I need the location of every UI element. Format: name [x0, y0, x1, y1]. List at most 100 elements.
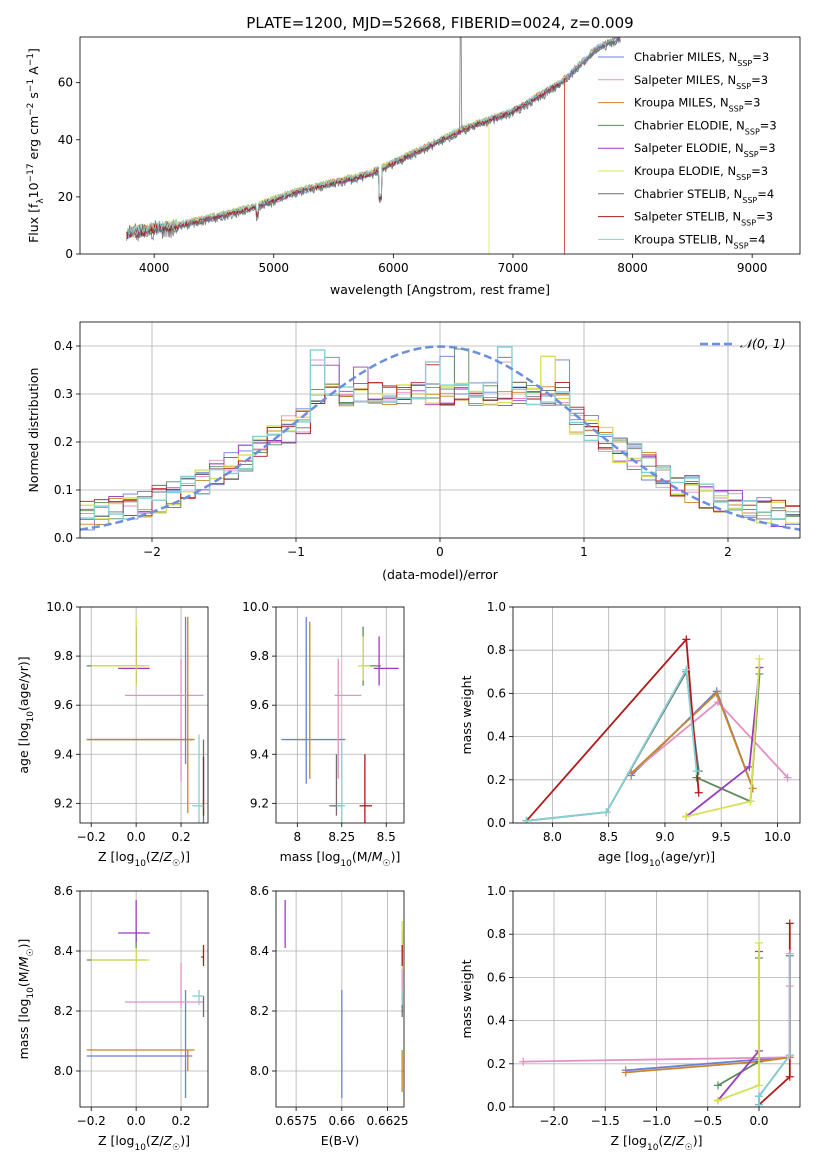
x-axis-label-part: log — [321, 849, 340, 864]
weight-marker — [785, 1051, 794, 1060]
legend-entry-name: Chabrier ELODIE, N — [634, 118, 745, 132]
x-tick-label: 2 — [724, 545, 732, 559]
y-axis-label-part: mass weight — [459, 959, 474, 1038]
x-tick-label: 8000 — [617, 261, 648, 275]
legend-entry-nssp: =3 — [751, 73, 768, 87]
y-tick-label: 8.0 — [250, 1064, 269, 1078]
age-vs-Z-errorbars — [86, 616, 205, 823]
y-tick-label: 1.0 — [487, 884, 506, 898]
errorbar-kroupa-stelib — [336, 742, 346, 823]
y-tick-label: 8.4 — [250, 944, 269, 958]
spectrum-line-salpeter-stelib — [126, 77, 565, 254]
x-axis-label-part: (Z/ — [658, 1133, 676, 1148]
weight-line — [630, 700, 789, 779]
legend-entry-name: Kroupa MILES, N — [634, 96, 729, 110]
legend-entry-sub: SSP — [736, 81, 751, 90]
weight-series-salpeter-stelib — [755, 919, 794, 1107]
x-tick-label: 0.2 — [172, 830, 191, 844]
y-tick-label: 0.2 — [54, 435, 73, 449]
legend-entry-sub: SSP — [736, 173, 751, 182]
y-axis-label-part: mass [ — [16, 1018, 31, 1060]
legend-entry-nssp: =3 — [759, 141, 776, 155]
y-axis-label-part: M — [16, 956, 31, 967]
weight-series-kroupa-stelib — [522, 665, 701, 823]
weight-marker — [755, 1100, 763, 1107]
legend-entry: Salpeter STELIB, NSSP=3 — [634, 210, 773, 228]
spectrum-y-axis-label-part: λ — [36, 198, 46, 204]
y-tick-label: 0.4 — [54, 339, 73, 353]
errorbar-salpeter-miles — [334, 658, 362, 779]
y-tick-label: 0.4 — [487, 730, 506, 744]
errorbar-chabrier-miles — [86, 990, 193, 1098]
y-tick-label: 8.4 — [54, 944, 73, 958]
x-axis-label-part: age [ — [598, 849, 630, 864]
x-axis-label-part: Z — [163, 1133, 173, 1148]
x-tick-label: 8.25 — [328, 830, 355, 844]
mass-vs-Z-frame — [79, 890, 209, 1108]
x-tick-label: 8 — [294, 830, 302, 844]
age-vs-Z-axis-labels: Z [log10(Z/Z☉)]age [log10(age/yr)] — [16, 656, 190, 869]
weight-marker — [785, 919, 794, 928]
weight-marker — [621, 1068, 630, 1077]
x-tick-label: 6000 — [378, 261, 409, 275]
normal-reference-curve — [80, 345, 800, 531]
x-axis-label-part: log — [115, 1133, 134, 1148]
spectrum-line-kroupa-stelib — [126, 37, 621, 236]
weight-vs-Z-y-axis-label: mass weight — [459, 959, 474, 1038]
weight-series-salpeter-miles — [627, 698, 792, 782]
spectrum-line-salpeter-miles — [126, 37, 619, 239]
x-axis-label-part: (Z/ — [146, 1133, 164, 1148]
weight-vs-age-axis-labels: age [log10(age/yr)] mass weight — [459, 675, 715, 869]
x-axis-label-part: ☉ — [383, 859, 391, 869]
errorbar-salpeter-elodie — [373, 636, 399, 686]
y-tick-label: 0.2 — [487, 1057, 506, 1071]
y-tick-label: 0.0 — [487, 816, 506, 830]
x-axis-label-part: Z [ — [610, 1133, 627, 1148]
legend-entry-sub: SSP — [741, 218, 756, 227]
x-tick-label: −1.5 — [591, 1114, 620, 1128]
errorbar-salpeter-stelib — [201, 756, 205, 816]
legend-entry-nssp: =3 — [744, 96, 761, 110]
weight-vs-Z-frame — [512, 890, 801, 1108]
x-axis-label-part: (age/yr)] — [660, 849, 715, 864]
y-tick-label: 8.6 — [54, 884, 73, 898]
spectrum-y-axis-label-part: −2 — [26, 103, 36, 116]
x-tick-label: 9000 — [737, 261, 768, 275]
legend-entry-name: Salpeter STELIB, N — [634, 210, 741, 224]
weight-vs-age-axes: 8.0 8.5 9.0 9.5 10.0 0.0 0.2 0.4 0.6 0.8 1.0 — [487, 600, 800, 844]
y-tick-label: 8.6 — [250, 884, 269, 898]
residuals-y-axis-label: Normed distribution — [26, 368, 41, 493]
x-tick-label: 0.0 — [127, 830, 146, 844]
weight-line — [526, 666, 698, 822]
x-axis-label-part: )] — [180, 1133, 190, 1148]
weight-series-chabrier-elodie — [714, 953, 763, 1090]
x-axis-label-part: )] — [693, 1133, 703, 1148]
legend-entry-sub: SSP — [745, 127, 760, 136]
x-tick-label: −2.0 — [539, 1114, 568, 1128]
weight-marker — [755, 938, 763, 947]
legend-entry-name: Salpeter ELODIE, N — [634, 141, 744, 155]
weight-line — [717, 951, 760, 1102]
errorbar-salpeter-stelib — [201, 945, 205, 966]
x-axis-label-part: 10 — [134, 1143, 146, 1153]
y-axis-label-part: 10 — [26, 711, 36, 723]
residuals-axes: −2 −1 0 1 2 0.0 0.1 0.2 0.3 0.4 — [54, 322, 800, 559]
weight-marker — [755, 654, 764, 663]
y-tick-label: 10.0 — [242, 600, 269, 614]
mass-vs-Z-axis-labels: Z [log10(Z/Z☉)]mass [log10(M/M☉)] — [16, 939, 190, 1153]
errorbar-kroupa-miles — [86, 616, 195, 814]
x-axis-label-part: 10 — [134, 859, 146, 869]
weight-series-salpeter-elodie — [714, 947, 763, 1105]
errorbar-chabrier-miles — [281, 616, 346, 784]
weight-marker — [714, 1081, 722, 1090]
normal-legend-label: 𝒩(0, 1) — [740, 336, 786, 351]
age-vs-mass-axes: 8 8.25 8.5 9.2 9.4 9.6 9.8 10.0 — [242, 600, 404, 844]
legend-entry: Salpeter MILES, NSSP=3 — [634, 73, 768, 91]
weight-marker — [783, 773, 792, 782]
spectrum-line-kroupa-miles — [126, 37, 619, 238]
legend-entry: Kroupa ELODIE, NSSP=3 — [634, 164, 768, 182]
legend-entry: Salpeter ELODIE, NSSP=3 — [634, 141, 776, 159]
weight-line — [685, 667, 761, 818]
age-vs-Z-x-axis-label: Z [log10(Z/Z☉)] — [98, 849, 190, 869]
